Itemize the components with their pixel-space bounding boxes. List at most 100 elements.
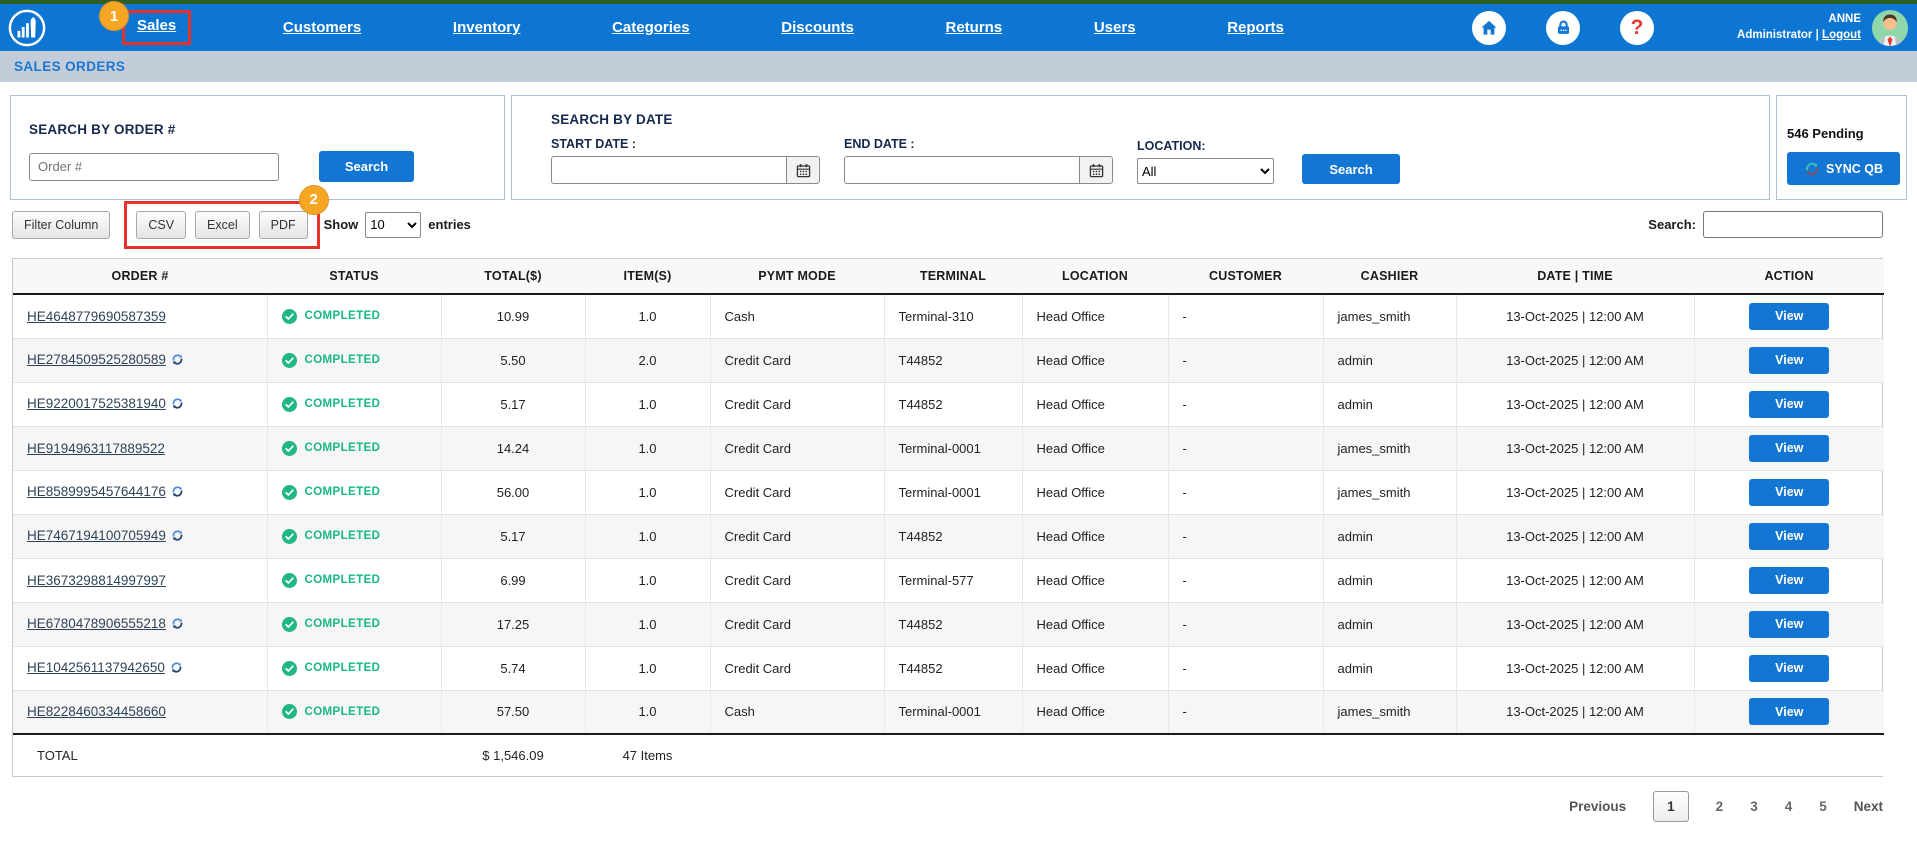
order-link[interactable]: HE9220017525381940 [27, 395, 166, 411]
export-excel-button[interactable]: Excel [195, 210, 250, 239]
view-button[interactable]: View [1749, 610, 1830, 638]
header-location: LOCATION [1022, 259, 1168, 295]
pagination-page-3[interactable]: 3 [1750, 799, 1758, 814]
location-select[interactable]: All [1137, 158, 1274, 184]
customer-cell: - [1168, 514, 1324, 559]
location-cell: Head Office [1022, 558, 1169, 603]
pymt-cell: Credit Card [710, 338, 885, 383]
view-button[interactable]: View [1749, 434, 1830, 462]
view-button[interactable]: View [1749, 522, 1830, 550]
header-order: ORDER # [13, 259, 267, 295]
order-cell: HE4648779690587359 [13, 294, 268, 339]
terminal-cell: Terminal-0001 [884, 690, 1023, 735]
top-nav: 1 Sales Customers Inventory Categories D… [0, 1, 1917, 51]
view-button[interactable]: View [1749, 390, 1830, 418]
table-search-input[interactable] [1703, 211, 1883, 238]
datetime-cell: 13-Oct-2025 | 12:00 AM [1456, 338, 1695, 383]
home-icon[interactable] [1472, 10, 1506, 45]
items-cell: 1.0 [585, 382, 711, 427]
datetime-cell: 13-Oct-2025 | 12:00 AM [1456, 558, 1695, 603]
location-cell: Head Office [1022, 382, 1169, 427]
pagination-page-5[interactable]: 5 [1819, 799, 1827, 814]
help-icon[interactable]: ? [1620, 10, 1654, 45]
order-cell: HE1042561137942650 [13, 646, 268, 691]
order-number-input[interactable] [29, 152, 279, 181]
end-date-calendar-icon[interactable] [1079, 156, 1113, 184]
nav-item-reports[interactable]: Reports [1227, 19, 1284, 36]
nav-item-categories[interactable]: Categories [612, 19, 690, 36]
search-panels: SEARCH BY ORDER # Search SEARCH BY DATE … [10, 95, 1907, 200]
cashier-cell: admin [1323, 382, 1457, 427]
terminal-cell: T44852 [884, 514, 1023, 559]
view-button[interactable]: View [1749, 698, 1830, 726]
status-label: COMPLETED [304, 442, 381, 454]
export-csv-button[interactable]: CSV [136, 210, 187, 239]
location-cell: Head Office [1022, 690, 1169, 735]
order-link[interactable]: HE9194963117889522 [27, 440, 165, 456]
pagination-page-4[interactable]: 4 [1784, 799, 1793, 814]
items-cell: 1.0 [585, 602, 711, 647]
pagination-page-1[interactable]: 1 [1653, 791, 1689, 822]
table-row: HE8228460334458660 COMPLETED 57.50 1.0 C… [13, 690, 1884, 735]
top-strip [0, 0, 1917, 4]
view-button[interactable]: View [1749, 654, 1830, 682]
order-search-button[interactable]: Search [319, 151, 414, 182]
order-link[interactable]: HE8589995457644176 [27, 483, 166, 499]
order-cell: HE3673298814997997 [13, 558, 268, 603]
view-button[interactable]: View [1749, 566, 1830, 594]
nav-item-inventory[interactable]: Inventory [452, 19, 521, 36]
datetime-cell: 13-Oct-2025 | 12:00 AM [1456, 646, 1695, 691]
pagination-page-2[interactable]: 2 [1715, 799, 1724, 814]
table-row: HE6780478906555218 COMPLETED 17.25 1.0 C… [13, 602, 1884, 647]
check-circle-icon [281, 440, 297, 456]
view-button[interactable]: View [1749, 478, 1830, 506]
table-row: HE1042561137942650 COMPLETED 5.74 1.0 Cr… [13, 646, 1884, 691]
cashier-cell: james_smith [1323, 426, 1457, 471]
entries-select[interactable]: 10 [365, 211, 422, 238]
status-cell: COMPLETED [267, 646, 442, 691]
nav-item-discounts[interactable]: Discounts [781, 19, 854, 36]
user-avatar[interactable] [1871, 9, 1909, 47]
order-link[interactable]: HE7467194100705949 [27, 527, 166, 543]
nav-item-sales[interactable]: Sales [137, 17, 177, 34]
order-link[interactable]: HE1042561137942650 [27, 659, 165, 675]
filter-column-button[interactable]: Filter Column [12, 210, 111, 239]
pagination-previous[interactable]: Previous [1569, 799, 1627, 814]
pagination-next[interactable]: Next [1853, 799, 1883, 814]
location-cell: Head Office [1022, 602, 1169, 647]
status-label: COMPLETED [304, 310, 381, 323]
table-search-group: Search: [1648, 211, 1883, 238]
logout-link[interactable]: Logout [1822, 28, 1861, 41]
view-button[interactable]: View [1749, 302, 1830, 330]
items-cell: 1.0 [585, 558, 711, 603]
order-link[interactable]: HE3673298814997997 [27, 572, 166, 588]
order-link[interactable]: HE4648779690587359 [27, 308, 166, 324]
nav-item-customers[interactable]: Customers [282, 19, 362, 36]
sync-icon [171, 617, 184, 633]
status-label: COMPLETED [304, 574, 381, 586]
start-date-calendar-icon[interactable] [786, 156, 820, 184]
terminal-cell: T44852 [884, 382, 1023, 427]
orders-table-body: HE4648779690587359 COMPLETED 10.99 1.0 C… [13, 294, 1884, 735]
order-link[interactable]: HE2784509525280589 [27, 351, 166, 367]
nav-item-returns[interactable]: Returns [945, 19, 1003, 36]
cashier-cell: admin [1323, 558, 1457, 603]
end-date-input[interactable] [844, 156, 1079, 184]
date-search-button[interactable]: Search [1302, 154, 1400, 184]
cashier-cell: admin [1323, 338, 1457, 383]
order-link[interactable]: HE8228460334458660 [27, 704, 166, 720]
view-button[interactable]: View [1749, 346, 1830, 374]
pymt-cell: Credit Card [710, 382, 885, 427]
user-role: Administrator [1737, 28, 1813, 41]
sync-qb-button[interactable]: SYNC QB [1787, 152, 1900, 185]
terminal-cell: Terminal-0001 [884, 426, 1023, 471]
nav-item-users[interactable]: Users [1093, 19, 1136, 36]
terminal-cell: T44852 [884, 338, 1023, 383]
action-cell: View [1694, 338, 1884, 383]
export-pdf-button[interactable]: PDF [258, 210, 308, 239]
start-date-input[interactable] [551, 156, 786, 184]
lock-icon[interactable] [1546, 10, 1580, 45]
order-link[interactable]: HE6780478906555218 [27, 615, 166, 631]
datetime-cell: 13-Oct-2025 | 12:00 AM [1456, 470, 1695, 515]
action-cell: View [1694, 690, 1884, 735]
